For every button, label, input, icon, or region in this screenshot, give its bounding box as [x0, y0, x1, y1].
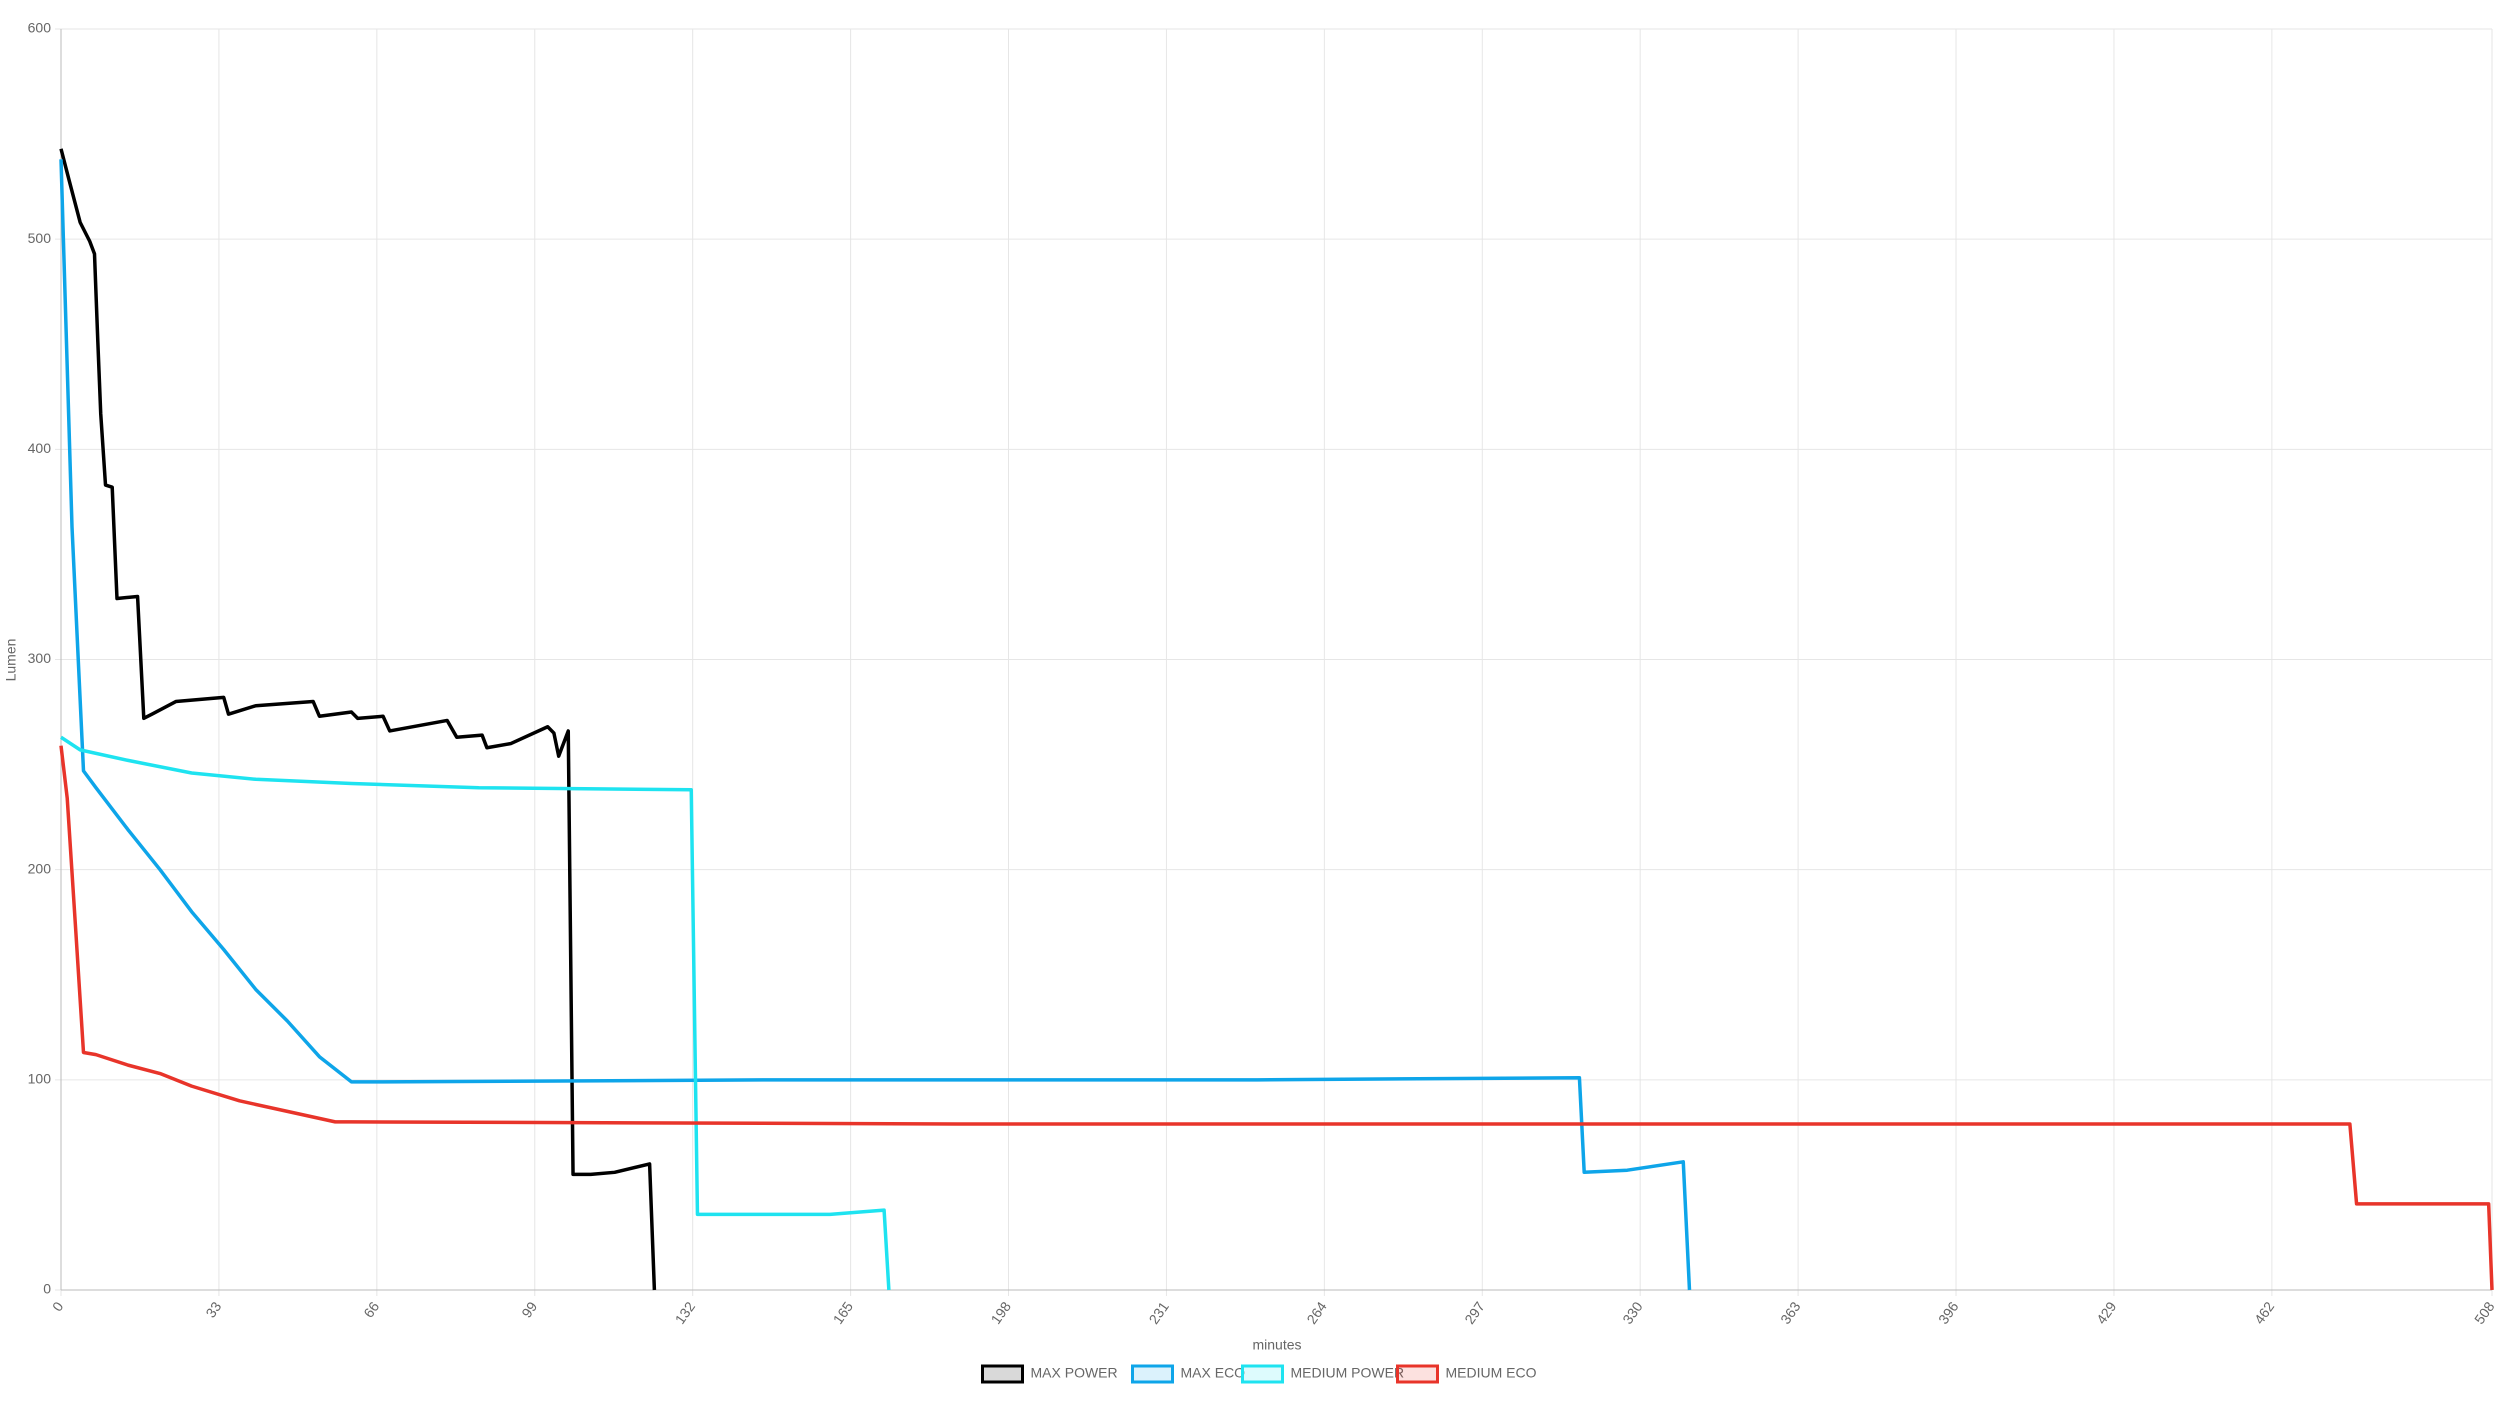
- y-tick-label: 300: [28, 650, 52, 666]
- x-tick-label: 198: [988, 1298, 1015, 1326]
- y-tick-label: 600: [28, 20, 52, 36]
- y-axis-label: Lumen: [3, 639, 19, 682]
- legend-label: MAX POWER: [1031, 1365, 1118, 1381]
- x-tick-label: 132: [672, 1298, 699, 1326]
- x-tick-label: 363: [1777, 1298, 1804, 1326]
- x-tick-label: 396: [1935, 1298, 1962, 1326]
- x-tick-label: 330: [1619, 1298, 1646, 1326]
- legend-label: MAX ECO: [1181, 1365, 1246, 1381]
- x-tick-label: 66: [360, 1298, 382, 1320]
- x-tick-label: 462: [2251, 1298, 2278, 1326]
- series-line: [59, 148, 657, 1291]
- x-tick-label: 0: [49, 1299, 67, 1315]
- y-tick-label: 0: [43, 1281, 51, 1297]
- x-tick-label: 231: [1145, 1298, 1172, 1326]
- legend-swatch: [981, 1364, 1024, 1384]
- x-tick-label: 297: [1461, 1298, 1488, 1326]
- legend-label: MEDIUM ECO: [1446, 1365, 1537, 1381]
- x-tick-label: 264: [1303, 1298, 1330, 1326]
- y-tick-label: 200: [28, 860, 52, 876]
- x-tick-label: 429: [2093, 1298, 2120, 1326]
- legend-swatch: [1241, 1364, 1284, 1384]
- legend-label: MEDIUM POWER: [1291, 1365, 1405, 1381]
- legend-swatch: [1396, 1364, 1439, 1384]
- x-tick-label: 33: [202, 1298, 224, 1320]
- x-tick-label: 99: [518, 1298, 540, 1320]
- y-tick-label: 500: [28, 230, 52, 246]
- series-line: [59, 159, 1692, 1291]
- x-tick-label: 165: [830, 1298, 857, 1326]
- x-tick-label: 508: [2471, 1298, 2498, 1326]
- y-tick-label: 400: [28, 440, 52, 456]
- x-axis-label: minutes: [1252, 1337, 1301, 1353]
- series-line: [59, 745, 2494, 1291]
- y-tick-label: 100: [28, 1071, 52, 1087]
- legend-swatch: [1131, 1364, 1174, 1384]
- series-line: [60, 735, 891, 1291]
